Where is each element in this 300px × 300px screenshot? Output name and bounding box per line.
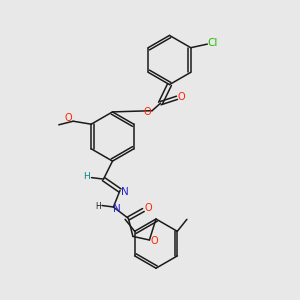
Text: H: H — [83, 172, 90, 181]
Text: O: O — [144, 203, 152, 214]
Text: O: O — [151, 236, 159, 247]
Text: O: O — [64, 112, 72, 123]
Text: N: N — [121, 187, 129, 197]
Text: O: O — [143, 107, 151, 117]
Text: Cl: Cl — [208, 38, 218, 48]
Text: H: H — [95, 202, 101, 211]
Text: O: O — [178, 92, 186, 102]
Text: N: N — [112, 203, 120, 214]
